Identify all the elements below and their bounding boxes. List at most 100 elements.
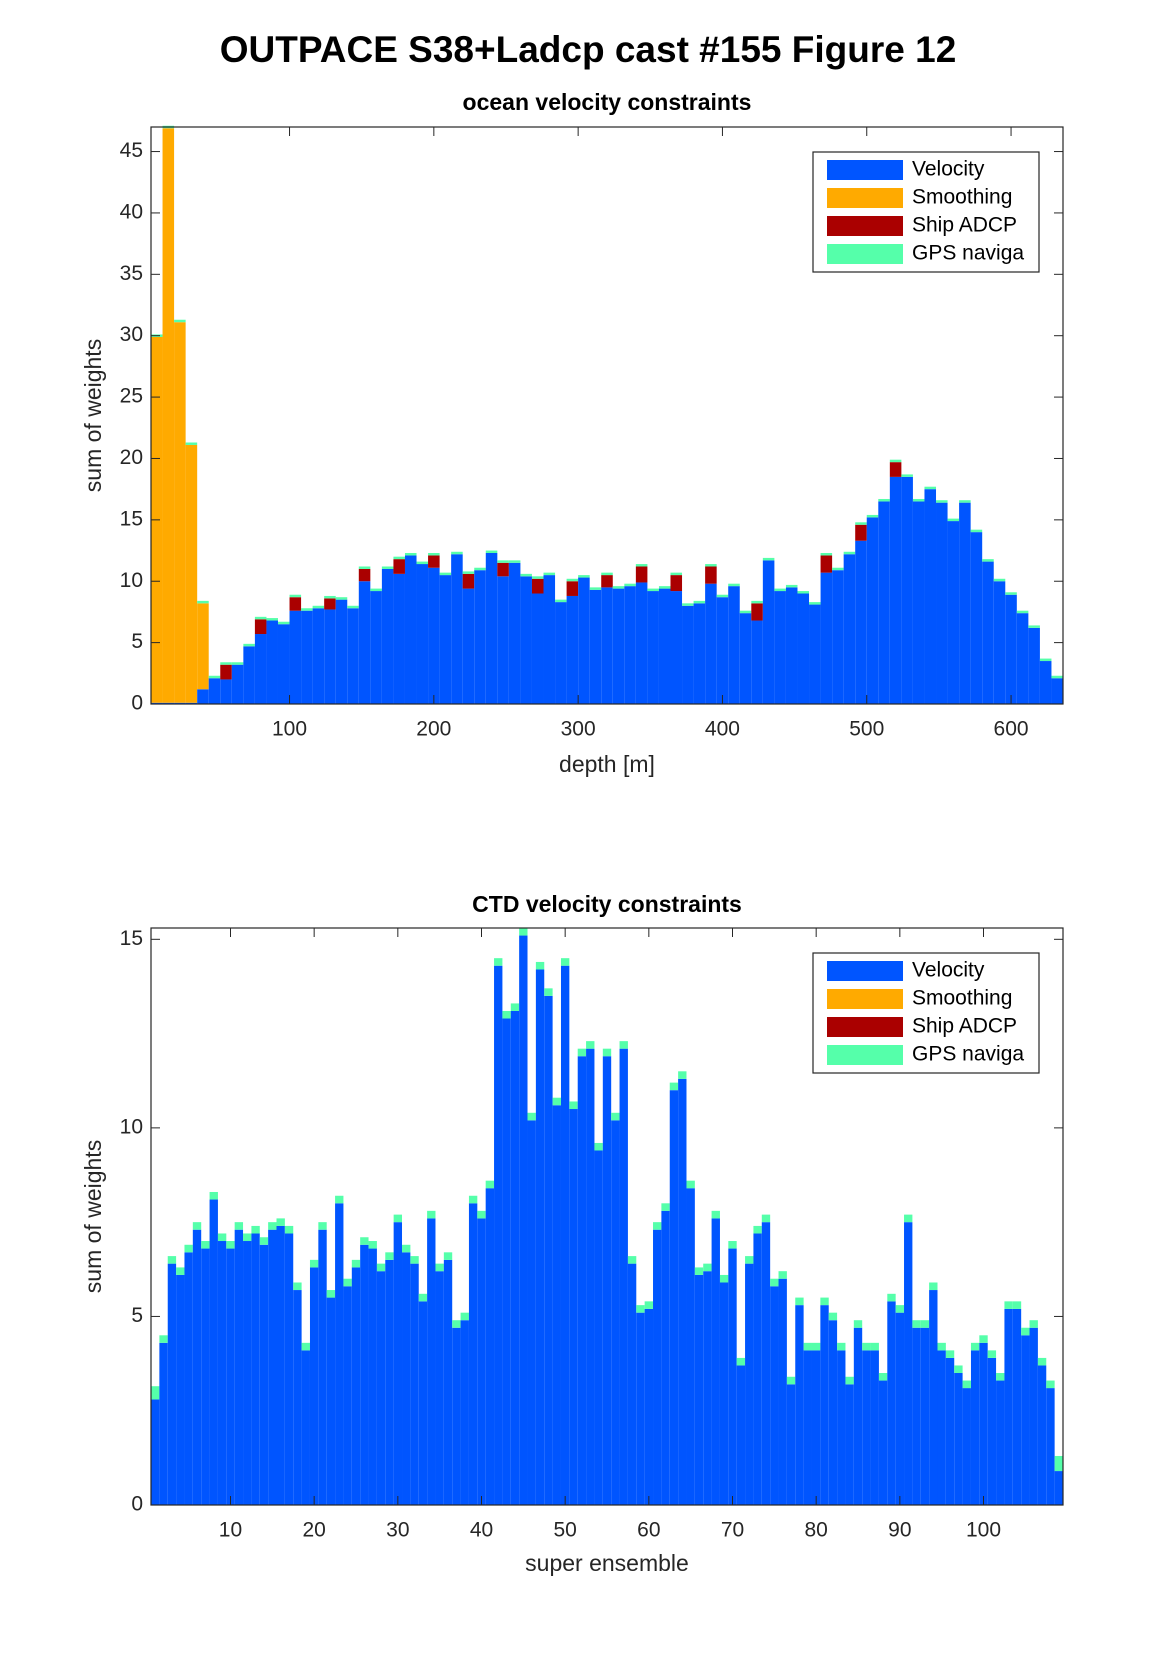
bar-segment: [619, 1041, 628, 1049]
bar-segment: [174, 702, 186, 704]
legend-label: GPS naviga: [912, 1043, 1024, 1066]
bar-segment: [485, 552, 498, 704]
bar-segment: [624, 583, 636, 587]
bar-segment: [820, 552, 833, 556]
bar-segment: [736, 1365, 746, 1505]
bar-segment: [1005, 592, 1017, 595]
bar-segment: [811, 1342, 821, 1351]
bar-segment: [635, 564, 648, 567]
bar-segment: [889, 459, 902, 463]
y-tick-label: 10: [120, 1115, 143, 1138]
bar-segment: [705, 566, 717, 584]
bar-segment: [174, 319, 186, 323]
bar-segment: [912, 1320, 921, 1328]
bar-segment: [761, 1222, 771, 1505]
bar-segment: [1028, 627, 1040, 704]
x-tick-label: 50: [553, 1519, 576, 1542]
bar-segment: [936, 500, 948, 503]
bar-segment: [460, 1312, 469, 1321]
bar-segment: [477, 1218, 486, 1505]
bar-segment: [912, 498, 925, 502]
bar-segment: [309, 1259, 319, 1268]
legend-label: Smoothing: [912, 186, 1012, 209]
bar-segment: [217, 1241, 227, 1505]
bar-segment: [370, 588, 382, 592]
legend-label: Ship ADCP: [912, 214, 1017, 237]
bar-segment: [778, 1278, 787, 1505]
bar-segment: [284, 1233, 294, 1505]
bar-segment: [982, 561, 994, 704]
bar-segment: [728, 583, 740, 587]
bar-segment: [647, 591, 659, 704]
y-tick-label: 5: [131, 1304, 143, 1327]
bar-segment: [520, 576, 532, 704]
bar-segment: [251, 1225, 260, 1234]
bar-segment: [351, 1259, 361, 1268]
bar-segment: [326, 1297, 336, 1505]
x-axis-label: depth [m]: [559, 751, 655, 777]
bar-segment: [443, 1259, 453, 1505]
bar-segment: [410, 1256, 419, 1264]
x-tick-label: 90: [888, 1519, 911, 1542]
bar-segment: [402, 1252, 411, 1505]
bar-segment: [543, 575, 556, 704]
bar-segment: [929, 1282, 938, 1291]
bar-segment: [795, 1305, 804, 1505]
bar-segment: [1037, 1365, 1047, 1505]
legend-swatch: [827, 160, 903, 180]
bar-segment: [435, 1263, 444, 1272]
bar-segment: [924, 489, 937, 704]
bar-segment: [277, 621, 290, 625]
bar-segment: [693, 600, 706, 604]
bar-segment: [220, 679, 232, 704]
bar-segment: [508, 560, 521, 563]
bar-segment: [376, 1263, 386, 1272]
bar-segment: [1046, 1380, 1055, 1389]
bar-segment: [624, 586, 636, 704]
bar-segment: [176, 1267, 185, 1275]
bar-segment: [197, 600, 209, 604]
bar-segment: [862, 1342, 871, 1351]
legend: Velocity Smoothing Ship ADCP GPS naviga: [812, 952, 1040, 1074]
bar-segment: [694, 1274, 704, 1505]
bar-segment: [627, 1263, 637, 1505]
bar-segment: [1029, 1327, 1038, 1505]
bar-segment: [435, 1271, 444, 1505]
y-tick-label: 0: [131, 1493, 143, 1516]
y-tick-label: 15: [120, 507, 143, 530]
bar-segment: [962, 1388, 971, 1505]
bar-segment: [393, 1222, 403, 1505]
bar-segment: [162, 702, 175, 704]
bar-segment: [343, 1286, 352, 1505]
bar-segment: [832, 567, 844, 571]
bar-segment: [601, 587, 613, 704]
axes: CTD velocity constraints super ensemble su…: [80, 891, 1064, 1576]
bar-segment: [385, 1259, 394, 1505]
legend-swatch: [827, 1017, 903, 1037]
bar-segment: [1028, 625, 1040, 628]
bar-segment: [711, 1218, 720, 1505]
bar-segment: [887, 1293, 896, 1302]
bar-segment: [510, 1010, 520, 1505]
bar-segment: [474, 567, 486, 571]
bar-segment: [1012, 1301, 1022, 1309]
bar-segment: [820, 1297, 829, 1306]
bar-segment: [428, 555, 440, 568]
bar-segment: [416, 564, 429, 704]
bar-segment: [887, 1301, 896, 1505]
legend-label: Ship ADCP: [912, 1015, 1017, 1038]
bar-segment: [653, 1222, 662, 1230]
bar-segment: [217, 1233, 227, 1242]
bar-segment: [979, 1335, 988, 1343]
bar-segment: [843, 551, 856, 555]
bar-segment: [627, 1256, 637, 1264]
bar-segment: [837, 1350, 846, 1505]
bar-segment: [578, 577, 590, 704]
bar-segment: [468, 1203, 478, 1505]
bar-segment: [979, 1342, 988, 1505]
bar-segment: [719, 1274, 729, 1283]
bar-segment: [393, 559, 405, 574]
bar-segment: [820, 555, 833, 573]
bar-segment: [601, 572, 613, 576]
